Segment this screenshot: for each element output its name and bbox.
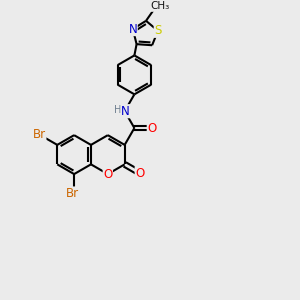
- Text: O: O: [103, 168, 112, 181]
- Text: Br: Br: [33, 128, 46, 141]
- Text: N: N: [128, 22, 137, 36]
- Text: CH₃: CH₃: [151, 1, 170, 11]
- Text: S: S: [154, 24, 162, 37]
- Text: N: N: [121, 105, 130, 118]
- Text: H: H: [114, 105, 122, 115]
- Text: O: O: [135, 167, 145, 180]
- Text: O: O: [147, 122, 157, 134]
- Text: Br: Br: [66, 187, 79, 200]
